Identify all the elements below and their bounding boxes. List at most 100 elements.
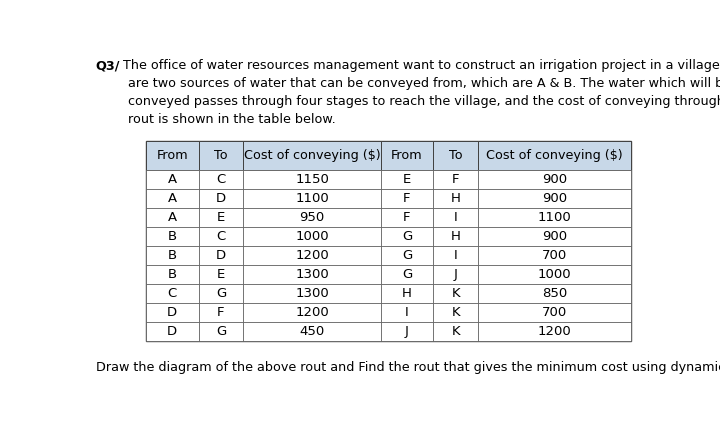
Text: B: B	[168, 230, 176, 243]
Text: H: H	[451, 230, 461, 243]
Text: 900: 900	[542, 192, 567, 205]
Bar	[478, 303, 631, 322]
Text: Draw the diagram of the above rout and Find the rout that gives the minimum cost: Draw the diagram of the above rout and F…	[96, 361, 720, 374]
Bar	[145, 303, 199, 322]
Bar	[199, 284, 243, 303]
Text: rout is shown in the table below.: rout is shown in the table below.	[128, 113, 336, 127]
Text: 450: 450	[300, 325, 325, 338]
Text: Q3/: Q3/	[96, 59, 120, 72]
Bar	[145, 322, 199, 341]
Bar	[478, 246, 631, 265]
Text: D: D	[216, 249, 226, 262]
Text: To: To	[214, 149, 228, 162]
Bar	[243, 265, 381, 284]
Text: G: G	[402, 249, 412, 262]
Bar	[243, 208, 381, 227]
Text: A: A	[168, 211, 176, 224]
Bar	[243, 284, 381, 303]
Bar	[478, 189, 631, 208]
Bar	[199, 246, 243, 265]
Bar	[145, 141, 631, 341]
Text: G: G	[216, 325, 226, 338]
Text: D: D	[167, 306, 177, 320]
Bar	[243, 141, 381, 170]
Bar	[381, 208, 433, 227]
Bar	[145, 284, 199, 303]
Text: are two sources of water that can be conveyed from, which are A & B. The water w: are two sources of water that can be con…	[128, 78, 720, 90]
Bar	[381, 284, 433, 303]
Bar	[433, 189, 478, 208]
Bar	[478, 284, 631, 303]
Text: F: F	[452, 173, 459, 186]
Text: E: E	[217, 268, 225, 281]
Bar	[243, 322, 381, 341]
Text: C: C	[217, 173, 225, 186]
Bar	[199, 189, 243, 208]
Text: C: C	[168, 287, 177, 300]
Text: C: C	[217, 230, 225, 243]
Bar	[199, 303, 243, 322]
Bar	[381, 303, 433, 322]
Text: J: J	[454, 268, 458, 281]
Text: F: F	[403, 192, 410, 205]
Bar	[478, 141, 631, 170]
Text: I: I	[405, 306, 409, 320]
Text: E: E	[217, 211, 225, 224]
Bar	[243, 246, 381, 265]
Bar	[145, 189, 199, 208]
Bar	[433, 303, 478, 322]
Text: K: K	[451, 325, 460, 338]
Text: To: To	[449, 149, 463, 162]
Bar	[478, 227, 631, 246]
Text: conveyed passes through four stages to reach the village, and the cost of convey: conveyed passes through four stages to r…	[128, 95, 720, 108]
Text: G: G	[216, 287, 226, 300]
Text: 1300: 1300	[295, 268, 329, 281]
Text: 700: 700	[542, 306, 567, 320]
Bar	[433, 322, 478, 341]
Text: B: B	[168, 249, 176, 262]
Bar	[433, 141, 478, 170]
Text: F: F	[217, 306, 225, 320]
Bar	[478, 208, 631, 227]
Text: 1000: 1000	[538, 268, 572, 281]
Text: The office of water resources management want to construct an irrigation project: The office of water resources management…	[119, 59, 720, 72]
Text: 1200: 1200	[538, 325, 572, 338]
Bar	[243, 189, 381, 208]
Text: Cost of conveying ($): Cost of conveying ($)	[487, 149, 623, 162]
Bar	[145, 170, 199, 189]
Text: 1200: 1200	[295, 306, 329, 320]
Bar	[199, 141, 243, 170]
Text: G: G	[402, 268, 412, 281]
Text: 900: 900	[542, 173, 567, 186]
Bar	[243, 227, 381, 246]
Text: 950: 950	[300, 211, 325, 224]
Text: I: I	[454, 211, 458, 224]
Text: G: G	[402, 230, 412, 243]
Text: 1300: 1300	[295, 287, 329, 300]
Text: From: From	[156, 149, 188, 162]
Text: 700: 700	[542, 249, 567, 262]
Text: K: K	[451, 287, 460, 300]
Text: F: F	[403, 211, 410, 224]
Text: D: D	[167, 325, 177, 338]
Text: H: H	[451, 192, 461, 205]
Bar	[199, 208, 243, 227]
Text: D: D	[216, 192, 226, 205]
Text: 1150: 1150	[295, 173, 329, 186]
Text: 900: 900	[542, 230, 567, 243]
Bar	[433, 208, 478, 227]
Bar	[145, 208, 199, 227]
Bar	[145, 227, 199, 246]
Text: I: I	[454, 249, 458, 262]
Bar	[243, 303, 381, 322]
Bar	[381, 322, 433, 341]
Text: H: H	[402, 287, 412, 300]
Text: K: K	[451, 306, 460, 320]
Bar	[199, 227, 243, 246]
Bar	[145, 246, 199, 265]
Text: A: A	[168, 173, 176, 186]
Text: J: J	[405, 325, 409, 338]
Bar	[381, 227, 433, 246]
Bar	[199, 265, 243, 284]
Bar	[381, 265, 433, 284]
